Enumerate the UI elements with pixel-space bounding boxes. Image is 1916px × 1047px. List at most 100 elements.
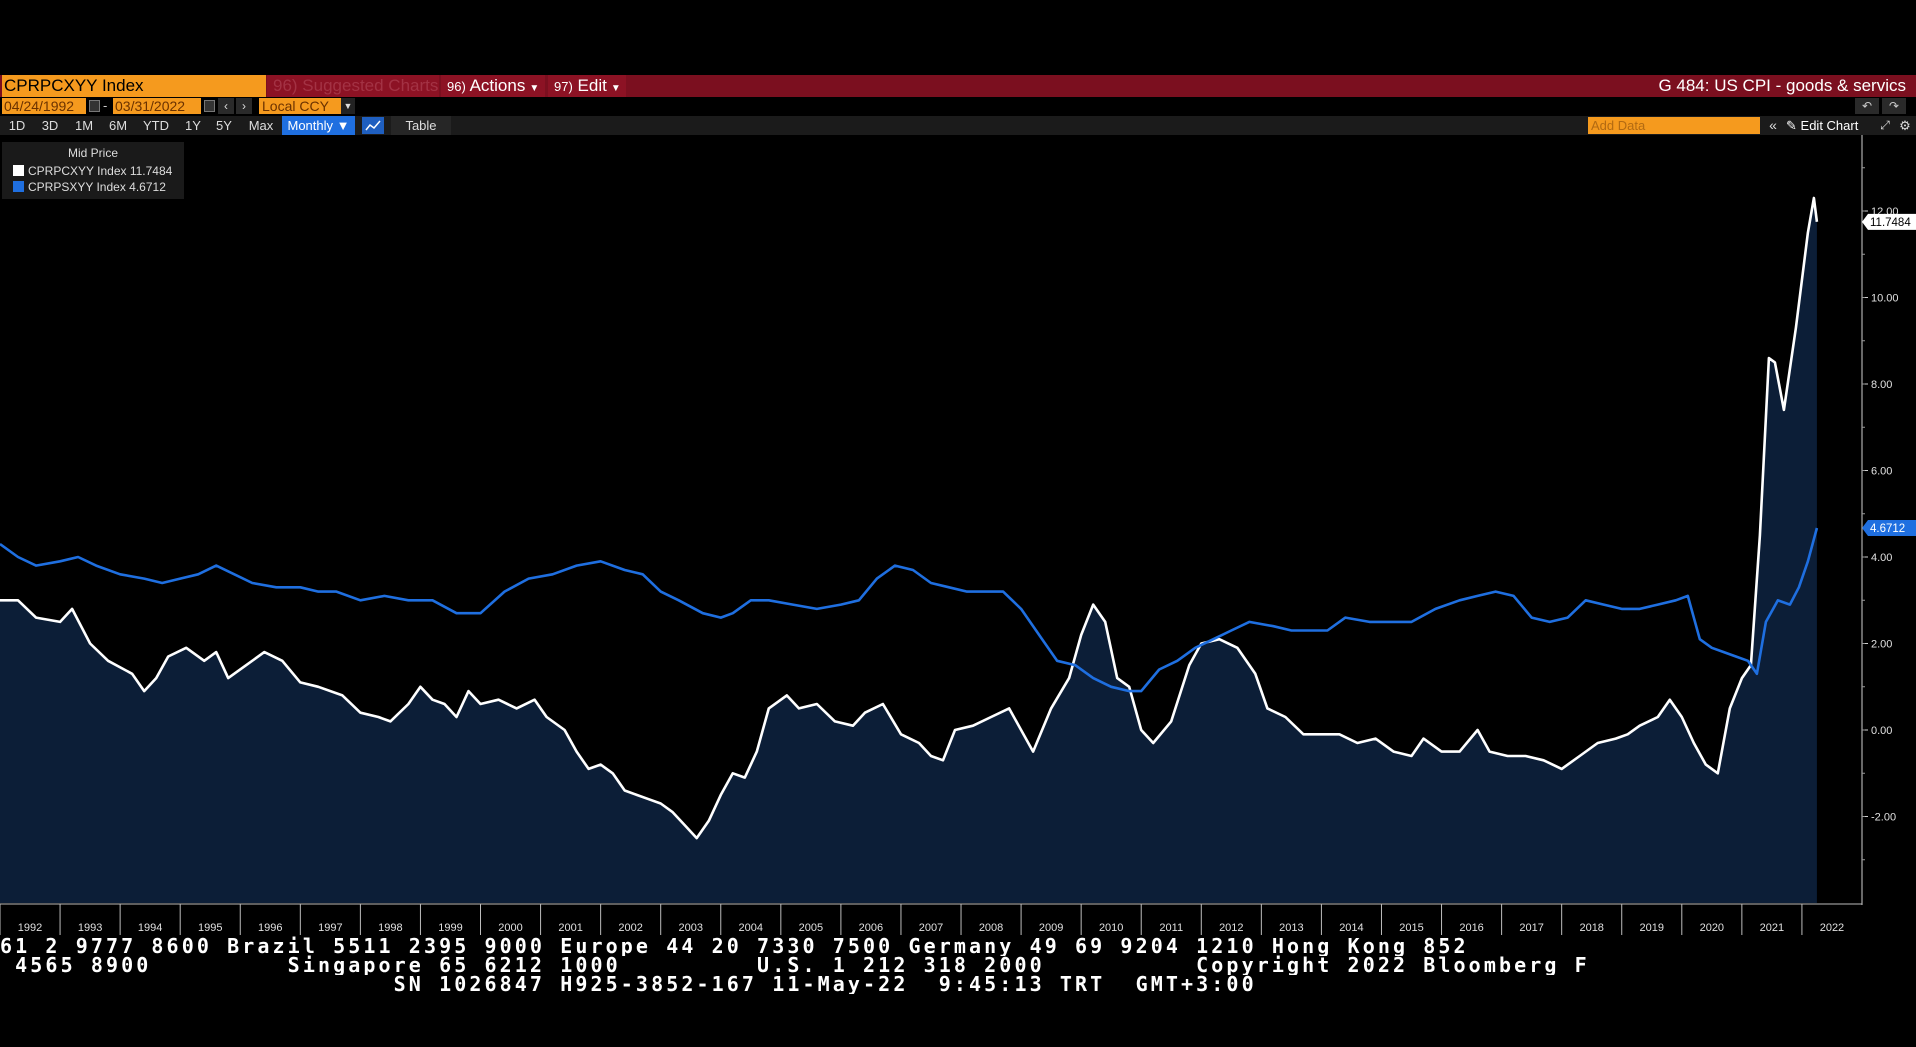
edit-chart-button[interactable]: ✎ Edit Chart (1786, 116, 1878, 135)
table-button[interactable]: Table (391, 116, 451, 135)
tf-1y[interactable]: 1Y (185, 118, 201, 133)
x-tick-label: 1993 (78, 922, 102, 934)
tf-max[interactable]: Max (248, 118, 274, 133)
x-tick-label: 2009 (1039, 922, 1063, 934)
x-tick-label: 2019 (1640, 922, 1664, 934)
frequency-select[interactable]: Monthly ▼ (282, 116, 355, 135)
line-chart-icon[interactable] (362, 117, 384, 134)
y-tick-label: 10.00 (1871, 293, 1899, 305)
undo-icon[interactable]: ↶ (1855, 98, 1879, 114)
footer-line-3: SN 1026847 H925-3852-167 11-May-22 9:45:… (0, 974, 1257, 994)
calendar-icon[interactable] (204, 100, 215, 112)
legend-swatch (13, 181, 24, 192)
x-tick-label: 2012 (1219, 922, 1243, 934)
gear-icon[interactable]: ⚙ (1899, 118, 1911, 133)
add-data-input[interactable]: Add Data (1588, 117, 1760, 134)
y-tick-label: 8.00 (1871, 379, 1892, 391)
footer-line-1: 61 2 9777 8600 Brazil 5511 2395 9000 Eur… (0, 936, 1469, 956)
x-tick-label: 2002 (618, 922, 642, 934)
series-line-cprpsxyy (0, 527, 1819, 693)
pencil-icon: ✎ (1786, 118, 1797, 133)
lines-layer (0, 196, 1819, 840)
value-badge-blue-label: 4.6712 (1870, 523, 1905, 535)
x-tick-label: 1996 (258, 922, 282, 934)
x-tick-label: 1999 (438, 922, 462, 934)
x-tick-label: 2005 (799, 922, 823, 934)
x-tick-label: 2014 (1339, 922, 1363, 934)
caret-down-icon: ▼ (610, 83, 621, 94)
value-badge-white-bg (1862, 213, 1916, 230)
x-tick-label: 1992 (18, 922, 42, 934)
footer-line-2: 4565 8900 Singapore 65 6212 1000 U.S. 1 … (0, 955, 1590, 975)
x-tick-label: 2013 (1279, 922, 1303, 934)
series-line-cprpcxyy (0, 196, 1819, 840)
y-axis: -2.000.002.004.006.008.0010.0012.0011.74… (1861, 135, 1916, 905)
redo-icon[interactable]: ↷ (1882, 98, 1906, 114)
area-fill (0, 198, 1817, 903)
fill-layer (0, 198, 1817, 903)
timeframe-bar (0, 116, 1916, 135)
value-badge-blue-bg (1862, 520, 1916, 536)
y-tick-label: 2.00 (1871, 639, 1892, 651)
y-tick-label: 0.00 (1871, 725, 1892, 737)
edit-menu-button[interactable]: 97) Edit ▼ (548, 75, 626, 97)
chevron-right-icon[interactable]: › (236, 98, 252, 114)
x-tick-label: 2000 (498, 922, 522, 934)
tf-6m[interactable]: 6M (108, 118, 128, 133)
collapse-icon[interactable]: « (1769, 117, 1777, 133)
ticker-field[interactable]: CPRPCXYY Index (2, 75, 266, 97)
legend-title: Mid Price (67, 146, 118, 160)
tf-5y[interactable]: 5Y (216, 118, 232, 133)
y-tick-label: 6.00 (1871, 466, 1892, 478)
caret-down-icon[interactable]: ▼ (341, 98, 355, 114)
chart-title: G 484: US CPI - goods & servics (1658, 76, 1906, 95)
range-bar (0, 98, 1916, 115)
y-tick-label: 4.00 (1871, 552, 1892, 564)
legend-item[interactable]: CPRPCXYY Index 11.7484 (13, 164, 172, 178)
chart-area: -2.000.002.004.006.008.0010.0012.0011.74… (0, 135, 1916, 935)
legend-label: CPRPSXYY Index 4.6712 (28, 180, 166, 194)
x-tick-label: 2016 (1459, 922, 1483, 934)
x-tick-label: 2022 (1820, 922, 1844, 934)
x-tick-label: 2021 (1760, 922, 1784, 934)
y-tick-label: -2.00 (1871, 812, 1896, 824)
range-separator: - (103, 98, 108, 113)
end-date-field[interactable]: 03/31/2022 (113, 98, 201, 114)
x-tick-label: 1997 (318, 922, 342, 934)
chevron-left-icon[interactable]: ‹ (218, 98, 234, 114)
x-tick-label: 1994 (138, 922, 162, 934)
value-badge-white-label: 11.7484 (1870, 217, 1911, 229)
actions-menu-button[interactable]: 96) Actions ▼ (441, 75, 545, 97)
legend-swatch (13, 165, 24, 176)
x-tick-label: 2003 (678, 922, 702, 934)
x-tick-label: 1998 (378, 922, 402, 934)
edit-chart-label: Edit Chart (1800, 118, 1859, 133)
x-tick-label: 2008 (979, 922, 1003, 934)
calendar-icon[interactable] (89, 100, 100, 112)
x-tick-label: 2015 (1399, 922, 1423, 934)
legend-item[interactable]: CPRPSXYY Index 4.6712 (13, 180, 166, 194)
actions-number: 96) (447, 79, 466, 94)
x-axis: 1992 1993 1994 1995 1996 1997 1998 1999 2000 2001… (0, 903, 1862, 935)
x-tick-label: 2018 (1579, 922, 1603, 934)
x-tick-label: 2006 (859, 922, 883, 934)
legend: Mid Price CPRPCXYY Index 11.7484 CPRPSXY… (2, 142, 184, 199)
x-tick-label: 2011 (1159, 922, 1183, 934)
x-tick-label: 2010 (1099, 922, 1123, 934)
tf-1m[interactable]: 1M (74, 118, 94, 133)
line-chart-icon-glyph (365, 120, 381, 131)
x-tick-label: 2020 (1700, 922, 1724, 934)
tf-ytd[interactable]: YTD (143, 118, 169, 133)
edit-number: 97) (554, 79, 573, 94)
edit-label: Edit (577, 76, 607, 95)
currency-select[interactable]: Local CCY (259, 98, 355, 114)
x-tick-label: 2001 (558, 922, 582, 934)
tf-3d[interactable]: 3D (41, 118, 59, 133)
x-tick-label: 2017 (1519, 922, 1543, 934)
start-date-field[interactable]: 04/24/1992 (2, 98, 86, 114)
caret-down-icon: ▼ (529, 83, 540, 94)
suggested-charts-button[interactable]: 96) Suggested Charts (267, 75, 439, 97)
x-tick-label: 1995 (198, 922, 222, 934)
tf-1d[interactable]: 1D (8, 118, 26, 133)
edit-axes-icon[interactable]: ⤢ (1880, 118, 1890, 132)
